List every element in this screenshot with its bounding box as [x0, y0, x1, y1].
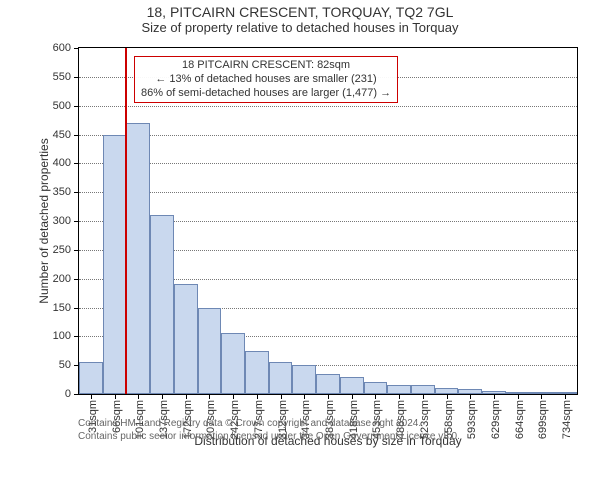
gridline: [79, 192, 577, 193]
page-subtitle: Size of property relative to detached ho…: [0, 20, 600, 35]
bar: [292, 365, 316, 394]
y-tickmark: [74, 77, 79, 78]
annotation-box: 18 PITCAIRN CRESCENT: 82sqm← 13% of deta…: [134, 56, 398, 103]
y-tick-label: 600: [53, 42, 71, 54]
bar: [103, 135, 127, 395]
bar: [174, 284, 198, 394]
x-tickmark: [233, 394, 234, 399]
x-tickmark: [447, 394, 448, 399]
y-tickmark: [74, 250, 79, 251]
x-tickmark: [494, 394, 495, 399]
y-tick-label: 200: [53, 273, 71, 285]
y-tickmark: [74, 48, 79, 49]
page-title: 18, PITCAIRN CRESCENT, TORQUAY, TQ2 7GL: [0, 4, 600, 20]
x-tickmark: [518, 394, 519, 399]
x-tickmark: [470, 394, 471, 399]
x-tickmark: [399, 394, 400, 399]
y-tickmark: [74, 106, 79, 107]
y-tickmark: [74, 279, 79, 280]
annotation-line: 86% of semi-detached houses are larger (…: [141, 87, 391, 101]
y-tick-label: 500: [53, 100, 71, 112]
gridline: [79, 135, 577, 136]
bar: [316, 374, 340, 394]
x-tickmark: [328, 394, 329, 399]
annotation-line: ← 13% of detached houses are smaller (23…: [141, 73, 391, 87]
gridline: [79, 106, 577, 107]
bar: [221, 333, 245, 394]
y-tick-label: 300: [53, 215, 71, 227]
notice-line: Contains public sector information licen…: [78, 430, 578, 443]
notice-line: Contains HM Land Registry data © Crown c…: [78, 417, 578, 430]
bar: [387, 385, 411, 394]
x-tickmark: [375, 394, 376, 399]
y-tickmark: [74, 163, 79, 164]
data-notice: Contains HM Land Registry data © Crown c…: [78, 417, 578, 443]
x-tickmark: [304, 394, 305, 399]
y-tickmark: [74, 221, 79, 222]
x-tickmark: [257, 394, 258, 399]
plot-wrap: Number of detached properties Distributi…: [30, 37, 590, 447]
y-tickmark: [74, 192, 79, 193]
reference-line: [125, 48, 127, 394]
x-tickmark: [186, 394, 187, 399]
x-tickmark: [565, 394, 566, 399]
bar: [340, 377, 364, 394]
x-tickmark: [352, 394, 353, 399]
bar: [79, 362, 103, 394]
x-tickmark: [115, 394, 116, 399]
x-tickmark: [423, 394, 424, 399]
bar: [150, 215, 174, 394]
y-tickmark: [74, 394, 79, 395]
y-axis-label: Number of detached properties: [37, 138, 51, 303]
y-tick-label: 50: [59, 359, 71, 371]
y-tickmark: [74, 336, 79, 337]
y-tick-label: 250: [53, 244, 71, 256]
x-tickmark: [209, 394, 210, 399]
annotation-line: 18 PITCAIRN CRESCENT: 82sqm: [141, 59, 391, 73]
x-tickmark: [91, 394, 92, 399]
y-tick-label: 100: [53, 330, 71, 342]
x-tickmark: [281, 394, 282, 399]
y-tick-label: 150: [53, 302, 71, 314]
y-tickmark: [74, 308, 79, 309]
x-tickmark: [162, 394, 163, 399]
y-tickmark: [74, 135, 79, 136]
y-tick-label: 0: [65, 388, 71, 400]
x-tickmark: [541, 394, 542, 399]
y-tick-label: 550: [53, 71, 71, 83]
bar: [411, 385, 435, 394]
y-tick-label: 350: [53, 186, 71, 198]
y-tick-label: 400: [53, 157, 71, 169]
y-tick-label: 450: [53, 129, 71, 141]
bar: [245, 351, 269, 394]
bar: [126, 123, 150, 394]
x-tickmark: [138, 394, 139, 399]
bar: [269, 362, 293, 394]
bar: [364, 382, 388, 394]
plot-area: Number of detached properties Distributi…: [78, 47, 578, 395]
bar: [198, 308, 222, 395]
gridline: [79, 163, 577, 164]
